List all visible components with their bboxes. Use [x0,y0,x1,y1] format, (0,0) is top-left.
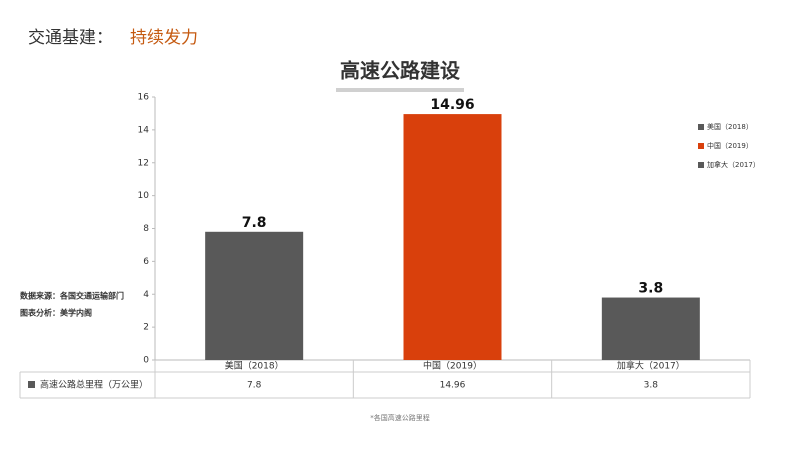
table-value: 7.8 [247,381,262,391]
table-value: 3.8 [644,381,659,391]
note: 数据来源：各国交通运输部门 [20,291,124,301]
table-row-label: 高速公路总里程（万公里） [40,379,148,391]
x-tick-label: 加拿大（2017） [617,360,685,372]
y-tick-label: 10 [138,191,150,201]
legend-label: 美国（2018） [707,122,753,131]
legend-key [698,124,704,130]
y-tick-label: 4 [143,290,149,300]
y-tick-label: 8 [143,224,149,234]
legend-key [698,143,704,149]
table-value: 14.96 [440,381,466,391]
header-prefix: 交通基建： [28,28,113,48]
table-legend-key [28,381,35,388]
y-tick-label: 2 [143,323,149,333]
x-tick-label: 中国（2019） [423,360,482,372]
y-tick-label: 12 [138,158,149,168]
bar [601,297,700,360]
y-tick-label: 0 [143,356,149,366]
footnote: *各国高速公路里程 [370,413,430,422]
y-tick-label: 6 [143,257,149,267]
y-tick-label: 16 [138,93,150,103]
chart-title: 高速公路建设 [340,59,460,83]
value-label: 7.8 [242,215,267,231]
title-underline [336,88,464,92]
bar [403,114,502,360]
value-label: 14.96 [430,97,474,113]
header-highlight: 持续发力 [130,28,198,48]
legend-label: 加拿大（2017） [707,160,760,169]
note: 图表分析：美学内阁 [20,308,92,318]
bar [205,231,304,360]
legend-key [698,162,704,168]
x-tick-label: 美国（2018） [225,360,284,372]
y-tick-label: 14 [138,125,150,135]
value-label: 3.8 [638,281,663,297]
legend-label: 中国（2019） [707,141,753,150]
